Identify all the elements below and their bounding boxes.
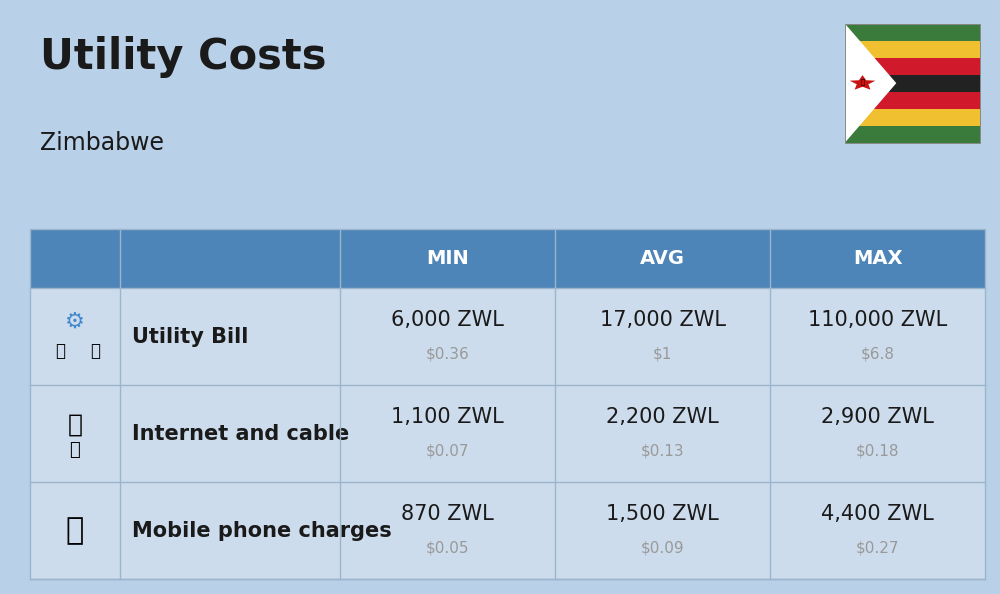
Text: MIN: MIN (426, 249, 469, 268)
FancyBboxPatch shape (30, 288, 985, 385)
Text: 1,500 ZWL: 1,500 ZWL (606, 504, 719, 524)
FancyBboxPatch shape (845, 58, 980, 75)
Text: Utility Bill: Utility Bill (132, 327, 248, 347)
Text: 110,000 ZWL: 110,000 ZWL (808, 310, 947, 330)
Text: $0.07: $0.07 (426, 444, 469, 459)
FancyBboxPatch shape (845, 75, 980, 91)
Text: 2,200 ZWL: 2,200 ZWL (606, 407, 719, 427)
FancyBboxPatch shape (845, 24, 980, 41)
Text: $0.27: $0.27 (856, 541, 899, 556)
Text: Mobile phone charges: Mobile phone charges (132, 520, 392, 541)
Text: 🖥: 🖥 (90, 343, 100, 361)
Text: 870 ZWL: 870 ZWL (401, 504, 494, 524)
Text: Utility Costs: Utility Costs (40, 36, 326, 78)
Text: 🖨: 🖨 (70, 441, 80, 459)
Text: 📶: 📶 (68, 413, 82, 437)
Polygon shape (850, 75, 875, 90)
FancyBboxPatch shape (30, 482, 985, 579)
Text: Internet and cable: Internet and cable (132, 424, 349, 444)
Text: 2,900 ZWL: 2,900 ZWL (821, 407, 934, 427)
Text: $0.36: $0.36 (426, 347, 469, 362)
Text: $6.8: $6.8 (861, 347, 895, 362)
FancyBboxPatch shape (845, 109, 980, 125)
Text: MAX: MAX (853, 249, 902, 268)
Text: $0.09: $0.09 (641, 541, 684, 556)
Text: $0.18: $0.18 (856, 444, 899, 459)
Polygon shape (845, 24, 896, 143)
FancyBboxPatch shape (30, 229, 120, 288)
Text: 1,100 ZWL: 1,100 ZWL (391, 407, 504, 427)
FancyBboxPatch shape (845, 125, 980, 143)
Text: AVG: AVG (640, 249, 685, 268)
Text: $0.05: $0.05 (426, 541, 469, 556)
Text: 17,000 ZWL: 17,000 ZWL (600, 310, 726, 330)
Text: Zimbabwe: Zimbabwe (40, 131, 164, 154)
Text: 🐦: 🐦 (860, 78, 865, 86)
Text: $0.13: $0.13 (641, 444, 684, 459)
Text: 6,000 ZWL: 6,000 ZWL (391, 310, 504, 330)
FancyBboxPatch shape (845, 91, 980, 109)
FancyBboxPatch shape (30, 385, 985, 482)
Text: ⚙: ⚙ (65, 312, 85, 332)
Text: 🔌: 🔌 (55, 343, 65, 361)
FancyBboxPatch shape (30, 229, 985, 288)
Text: 📱: 📱 (66, 516, 84, 545)
Text: $1: $1 (653, 347, 672, 362)
FancyBboxPatch shape (845, 41, 980, 58)
Text: 4,400 ZWL: 4,400 ZWL (821, 504, 934, 524)
